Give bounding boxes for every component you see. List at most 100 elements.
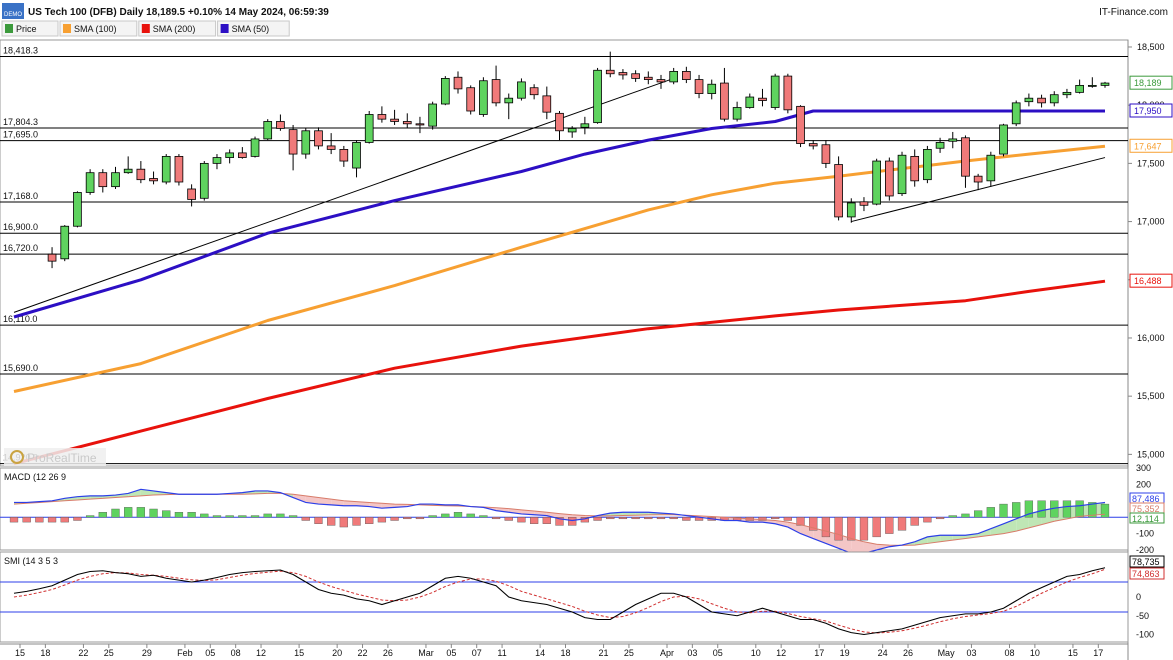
macd-fill bbox=[851, 538, 864, 554]
y-tick-label: 17,000 bbox=[1137, 217, 1165, 227]
level-label-bg bbox=[1, 363, 49, 374]
macd-histogram-bar bbox=[479, 515, 488, 518]
candle-body bbox=[73, 192, 82, 227]
candle bbox=[212, 154, 222, 170]
macd-value-tag-label: 87,486 bbox=[1132, 494, 1160, 504]
macd-tick-label: 200 bbox=[1136, 479, 1151, 489]
macd-title: MACD (12 26 9 bbox=[4, 472, 66, 482]
candle-body bbox=[745, 96, 755, 108]
x-tick-label: 08 bbox=[1005, 648, 1015, 658]
level-label: 18,418.3 bbox=[3, 45, 38, 55]
main-plot-area bbox=[0, 39, 1129, 467]
x-tick-label: 22 bbox=[78, 648, 88, 658]
macd-histogram-bar bbox=[682, 517, 691, 521]
candle bbox=[593, 67, 602, 124]
macd-histogram-bar bbox=[365, 517, 374, 524]
macd-histogram-bar bbox=[758, 517, 767, 521]
candle-body bbox=[98, 172, 108, 188]
macd-histogram-bar bbox=[568, 517, 577, 526]
candle bbox=[301, 128, 311, 159]
candle bbox=[352, 140, 361, 178]
candle bbox=[187, 184, 196, 207]
macd-pane: MACD (12 26 9 300 200 -100 -200 87,48675,3521… bbox=[0, 463, 1165, 555]
macd-value-tag-label: 12,114 bbox=[1132, 514, 1159, 524]
macd-histogram-bar bbox=[352, 517, 361, 526]
candle bbox=[770, 73, 780, 110]
macd-histogram-bar bbox=[631, 517, 640, 520]
candle-body bbox=[326, 145, 336, 150]
candle-body bbox=[910, 155, 920, 182]
candle bbox=[669, 67, 679, 85]
header: DEMO US Tech 100 (DFB) Daily 18,189.5 +0… bbox=[2, 3, 1168, 19]
candle-body bbox=[466, 87, 476, 112]
macd-histogram-bar bbox=[644, 517, 653, 520]
x-tick-label: 25 bbox=[624, 648, 634, 658]
macd-histogram-bar bbox=[441, 513, 450, 518]
macd-fill bbox=[622, 512, 636, 516]
candle bbox=[758, 88, 767, 107]
candle bbox=[1037, 94, 1046, 108]
candle-icon bbox=[5, 24, 13, 33]
legend-swatch bbox=[63, 24, 71, 33]
macd-fill bbox=[965, 533, 979, 539]
x-tick-label: 12 bbox=[776, 648, 786, 658]
x-axis: 15 18 22 25 29 Feb 05 08 12 15 20 22 26 Mar 05 07 11 14 18… bbox=[0, 643, 1128, 658]
y-tick-label: 15,500 bbox=[1137, 391, 1165, 401]
candle-body bbox=[1062, 91, 1072, 96]
candle-body bbox=[85, 172, 95, 193]
candle-body bbox=[504, 97, 514, 104]
candle-body bbox=[453, 76, 463, 90]
value-tag-label: 16,488 bbox=[1134, 276, 1162, 286]
macd-histogram-bar bbox=[136, 507, 145, 518]
candle bbox=[783, 73, 793, 114]
candle bbox=[885, 157, 894, 201]
candle-body bbox=[821, 144, 831, 164]
candle-body bbox=[694, 79, 704, 94]
legend-label: Price bbox=[16, 24, 37, 34]
candle bbox=[73, 191, 82, 228]
candle-body bbox=[250, 138, 260, 157]
macd-fill bbox=[381, 503, 395, 509]
level-label-bg bbox=[1, 45, 49, 56]
macd-histogram-bar bbox=[796, 517, 805, 526]
macd-histogram-bar bbox=[783, 517, 792, 521]
candle-body bbox=[859, 201, 869, 206]
candle-body bbox=[47, 253, 57, 262]
macd-histogram-bar bbox=[22, 517, 31, 523]
candle-body bbox=[961, 137, 970, 177]
x-tick-label: 15 bbox=[1068, 648, 1078, 658]
macd-histogram-bar bbox=[35, 517, 44, 523]
macd-histogram-bar bbox=[986, 507, 995, 518]
candle-body bbox=[364, 114, 374, 143]
candle bbox=[390, 109, 399, 125]
candle bbox=[1062, 88, 1072, 99]
y-tick-label: 18,500 bbox=[1137, 42, 1165, 52]
level-label-bg bbox=[1, 243, 49, 254]
candle-body bbox=[1087, 84, 1097, 87]
chart-title: US Tech 100 (DFB) Daily 18,189.5 +0.10% … bbox=[28, 7, 329, 18]
macd-histogram-bar bbox=[974, 510, 983, 518]
candle bbox=[567, 126, 577, 138]
candle-body bbox=[631, 73, 640, 79]
macd-histogram-bar bbox=[1088, 502, 1097, 518]
candle bbox=[580, 116, 590, 135]
candle-body bbox=[377, 114, 387, 120]
x-tick-label: 15 bbox=[15, 648, 25, 658]
smi-tick-label: 0 bbox=[1136, 592, 1141, 602]
candle-body bbox=[669, 71, 679, 83]
candle-body bbox=[720, 82, 729, 120]
candle-body bbox=[770, 75, 780, 108]
macd-fill bbox=[153, 490, 167, 496]
candle-body bbox=[479, 80, 488, 115]
candle bbox=[1049, 91, 1059, 107]
macd-histogram-bar bbox=[618, 517, 628, 520]
macd-histogram-bar bbox=[1062, 500, 1072, 518]
smi-value-tag bbox=[1129, 567, 1165, 580]
candle-body bbox=[605, 69, 615, 75]
macd-value-tag-label: 75,352 bbox=[1132, 504, 1160, 514]
macd-histogram-bar bbox=[174, 512, 184, 518]
candle bbox=[707, 79, 717, 100]
macd-fill bbox=[318, 497, 332, 505]
macd-fill bbox=[293, 494, 306, 503]
